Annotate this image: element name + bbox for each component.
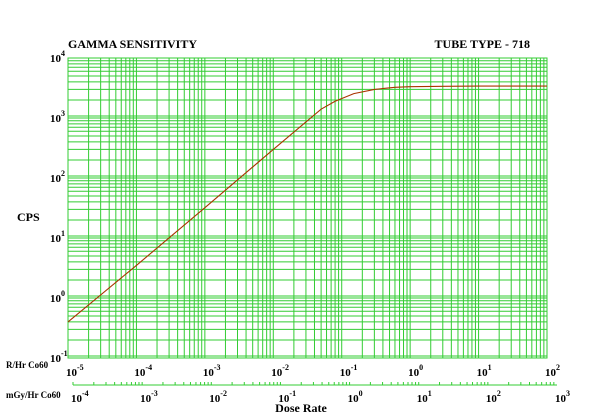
tick-base: 10 xyxy=(50,233,62,245)
x-tick-label-mgy-hr: 103 xyxy=(555,389,570,405)
x-tick-label-r-hr: 10-1 xyxy=(340,363,358,379)
x-tick-label-mgy-hr: 10-1 xyxy=(278,389,296,405)
tick-base: 10 xyxy=(555,393,567,405)
tick-exponent: 3 xyxy=(566,389,570,398)
x-tick-label-r-hr: 10-5 xyxy=(66,363,84,379)
x-tick-label-mgy-hr: 10-3 xyxy=(140,389,158,405)
tick-exponent: 1 xyxy=(61,229,65,238)
chart-subtitle: TUBE TYPE - 718 xyxy=(435,37,530,51)
tick-exponent: 0 xyxy=(359,389,363,398)
x-tick-label-r-hr: 102 xyxy=(545,363,560,379)
tick-exponent: -4 xyxy=(82,389,89,398)
tick-exponent: 0 xyxy=(419,363,423,372)
tick-base: 10 xyxy=(203,367,215,379)
tick-base: 10 xyxy=(348,393,360,405)
tick-exponent: 0 xyxy=(61,289,65,298)
tick-exponent: 3 xyxy=(61,109,65,118)
y-tick-label: 103 xyxy=(50,109,65,125)
tick-base: 10 xyxy=(140,393,152,405)
x-tick-label-r-hr: 100 xyxy=(408,363,423,379)
data-series xyxy=(67,85,547,323)
x-tick-label-r-hr: 10-4 xyxy=(134,363,152,379)
tick-base: 10 xyxy=(486,393,498,405)
tick-base: 10 xyxy=(271,367,283,379)
response-curve xyxy=(67,85,547,323)
tick-exponent: 4 xyxy=(61,49,65,58)
tick-exponent: -1 xyxy=(351,363,358,372)
tick-base: 10 xyxy=(50,173,62,185)
tick-exponent: -2 xyxy=(282,363,289,372)
x-tick-label-mgy-hr: 10-2 xyxy=(209,389,227,405)
tick-base: 10 xyxy=(278,393,290,405)
y-tick-label: 100 xyxy=(50,289,65,305)
x-tick-label-mgy-hr: 102 xyxy=(486,389,501,405)
tick-base: 10 xyxy=(340,367,352,379)
x-tick-label-r-hr: 10-3 xyxy=(203,363,221,379)
x-tick-label-mgy-hr: 101 xyxy=(417,389,432,405)
tick-exponent: 1 xyxy=(488,363,492,372)
tick-exponent: 2 xyxy=(497,389,501,398)
tick-exponent: -1 xyxy=(289,389,296,398)
y-tick-label: 101 xyxy=(50,229,65,245)
tick-base: 10 xyxy=(66,367,78,379)
tick-exponent: -3 xyxy=(214,363,221,372)
chart-title: GAMMA SENSITIVITY xyxy=(68,37,197,51)
y-tick-label: 10-1 xyxy=(50,349,68,365)
tick-base: 10 xyxy=(417,393,429,405)
axis-row-label-r-hr: R/Hr Co60 xyxy=(6,360,49,370)
tick-exponent: -1 xyxy=(61,349,68,358)
tick-base: 10 xyxy=(134,367,146,379)
x-tick-label-mgy-hr: 10-4 xyxy=(71,389,89,405)
x-axis-label: Dose Rate xyxy=(275,401,327,415)
tick-base: 10 xyxy=(71,393,83,405)
tick-exponent: -3 xyxy=(151,389,158,398)
tick-exponent: -2 xyxy=(220,389,227,398)
tick-exponent: -5 xyxy=(77,363,84,372)
tick-exponent: 1 xyxy=(428,389,432,398)
plot-frame xyxy=(67,57,548,359)
tick-exponent: 2 xyxy=(556,363,560,372)
y-axis-label: CPS xyxy=(17,210,40,224)
x-tick-label-r-hr: 101 xyxy=(477,363,492,379)
tick-exponent: 2 xyxy=(61,169,65,178)
tick-base: 10 xyxy=(209,393,221,405)
y-tick-label: 104 xyxy=(50,49,65,65)
y-tick-label: 102 xyxy=(50,169,65,185)
tick-exponent: -4 xyxy=(145,363,152,372)
tick-base: 10 xyxy=(477,367,489,379)
tick-base: 10 xyxy=(50,293,62,305)
tick-base: 10 xyxy=(50,53,62,65)
axis-row-label-mgy-hr: mGy/Hr Co60 xyxy=(6,390,61,400)
x-tick-label-mgy-hr: 100 xyxy=(348,389,363,405)
plot-grid xyxy=(67,57,557,386)
tick-base: 10 xyxy=(50,353,62,365)
tick-base: 10 xyxy=(545,367,557,379)
tick-base: 10 xyxy=(408,367,420,379)
tick-base: 10 xyxy=(50,113,62,125)
x-tick-label-r-hr: 10-2 xyxy=(271,363,289,379)
